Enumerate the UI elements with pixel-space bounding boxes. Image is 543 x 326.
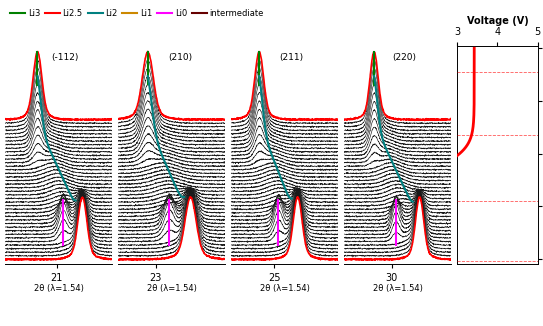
X-axis label: 2θ (λ=1.54): 2θ (λ=1.54) (147, 285, 197, 293)
Text: (220): (220) (392, 52, 416, 62)
X-axis label: 2θ (λ=1.54): 2θ (λ=1.54) (260, 285, 310, 293)
X-axis label: 2θ (λ=1.54): 2θ (λ=1.54) (373, 285, 423, 293)
Text: (211): (211) (279, 52, 304, 62)
Text: (-112): (-112) (52, 52, 79, 62)
X-axis label: 2θ (λ=1.54): 2θ (λ=1.54) (34, 285, 84, 293)
X-axis label: Voltage (V): Voltage (V) (466, 16, 528, 26)
Text: (210): (210) (168, 52, 192, 62)
Legend: Li3, Li2.5, Li2, Li1, Li0, intermediate: Li3, Li2.5, Li2, Li1, Li0, intermediate (7, 6, 267, 22)
